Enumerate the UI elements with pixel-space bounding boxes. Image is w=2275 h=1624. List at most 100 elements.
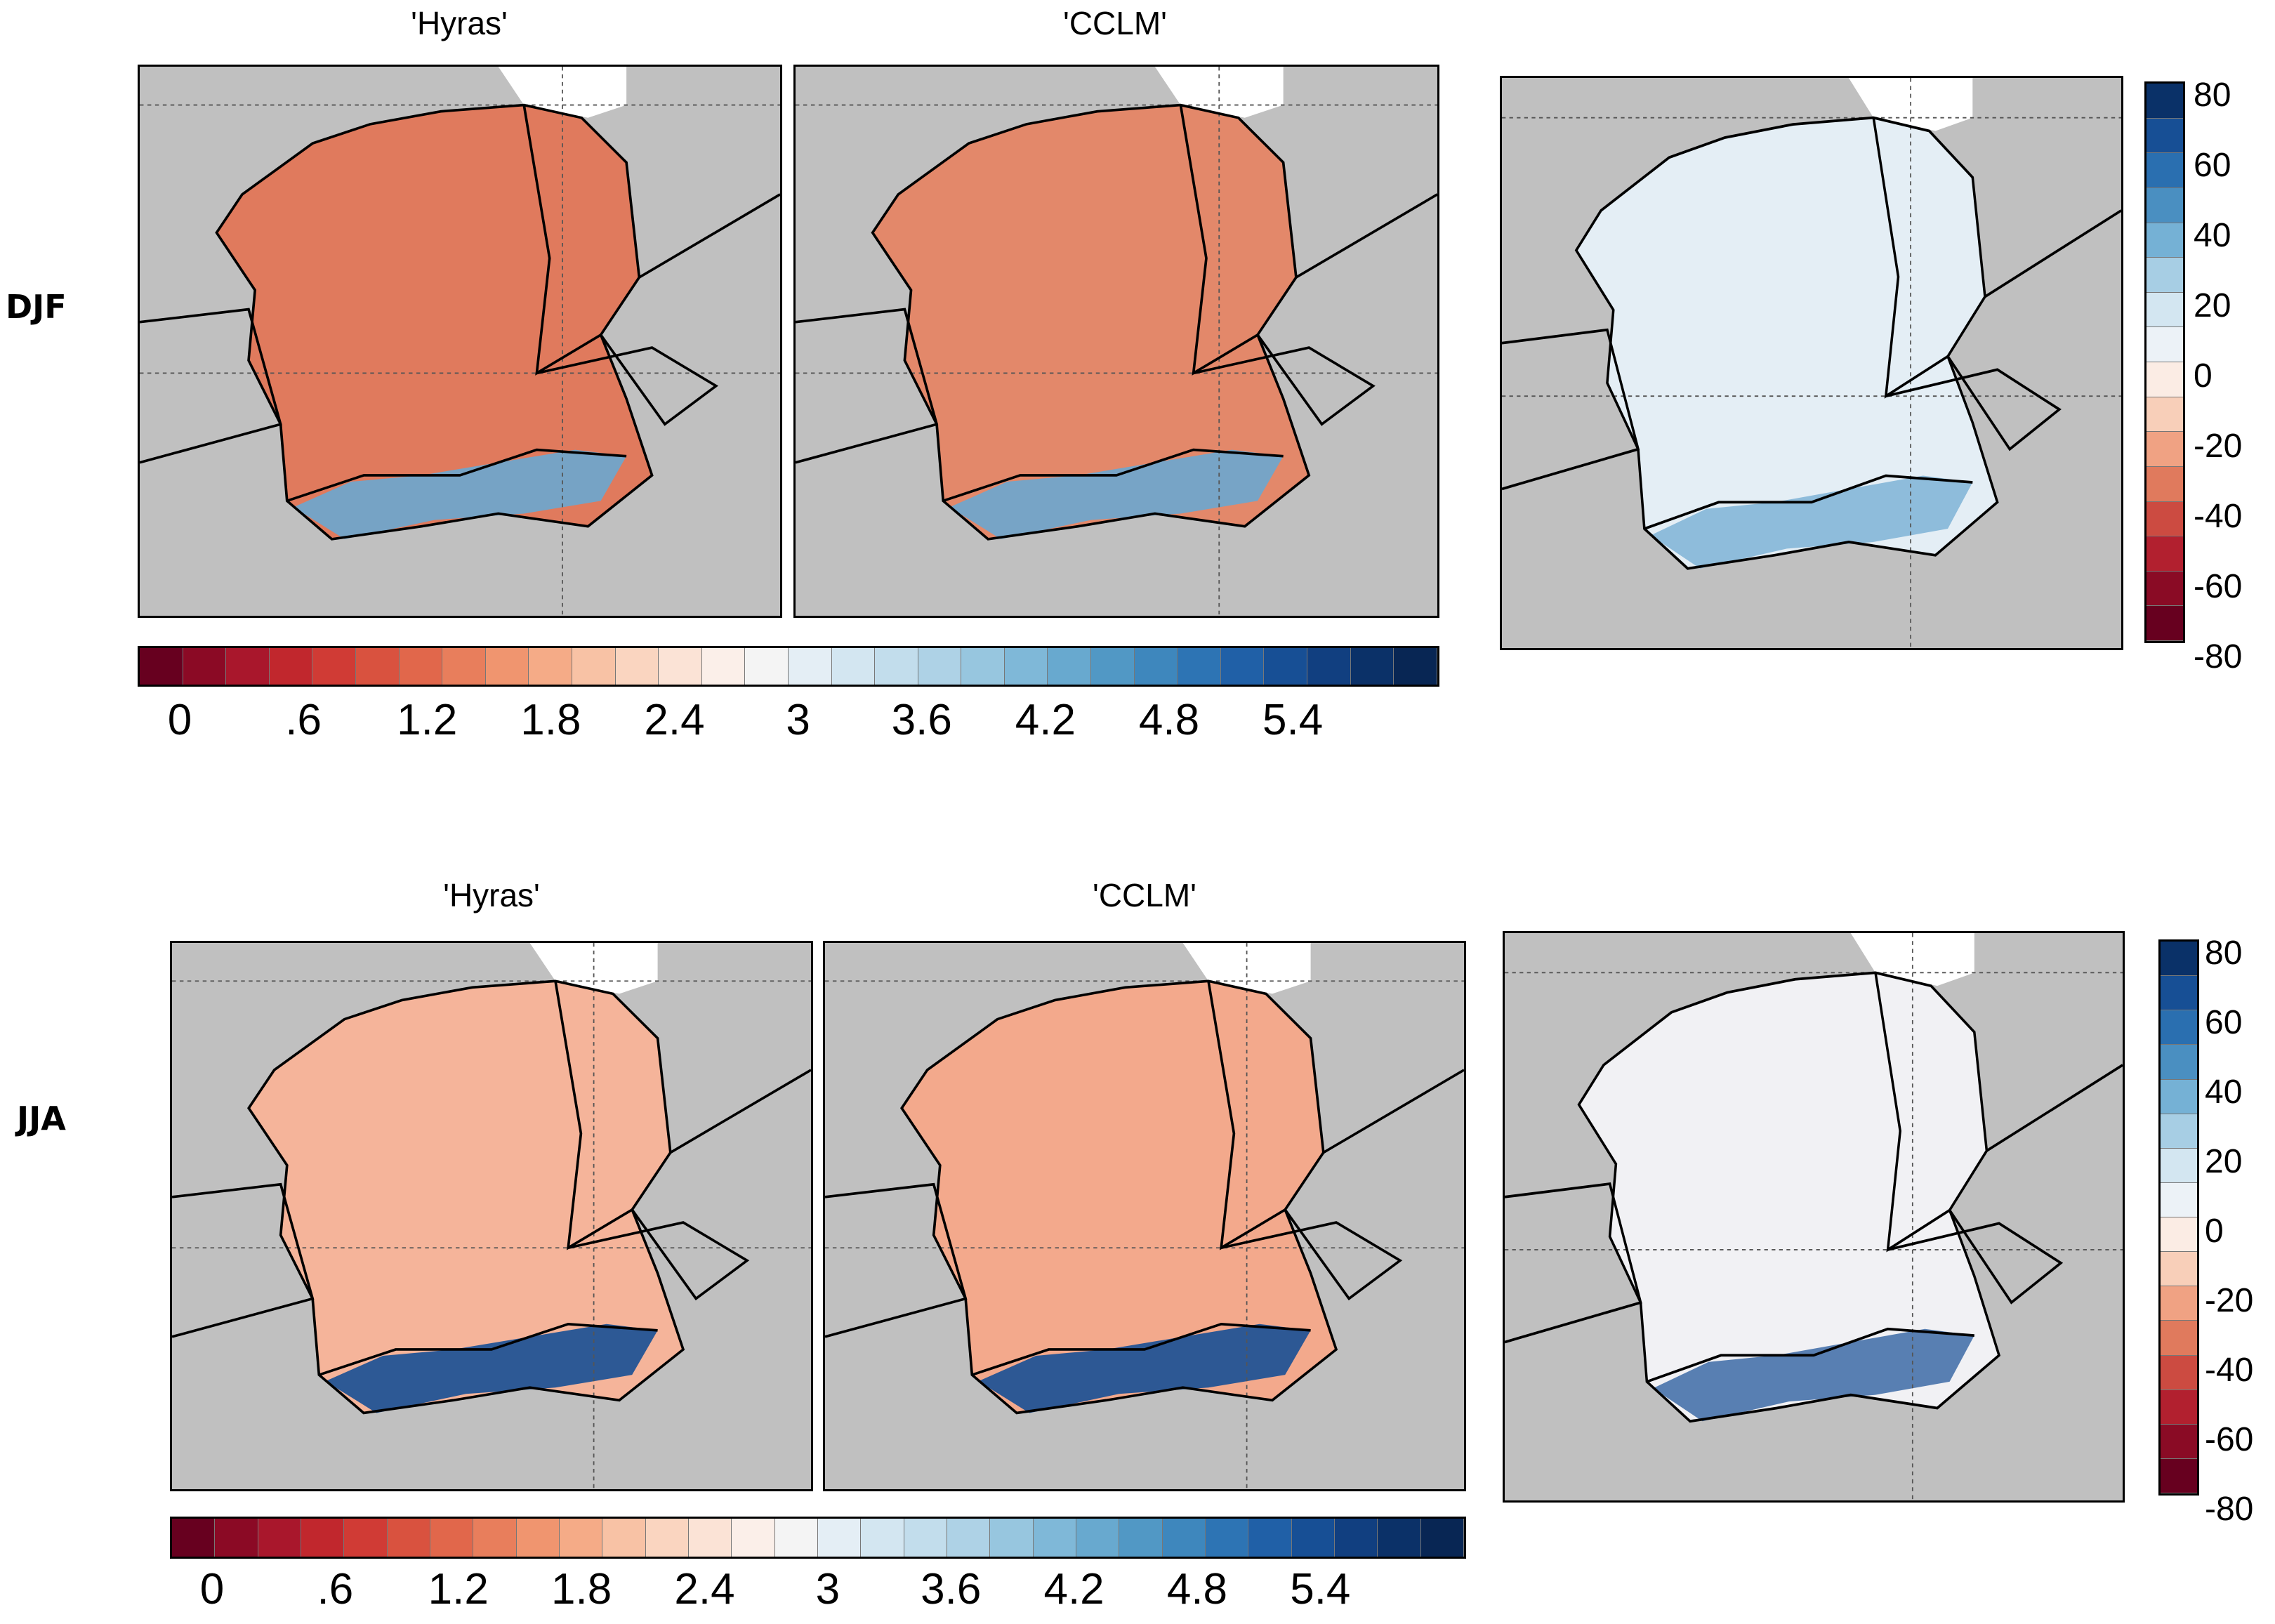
colorbar-swatch [2147, 397, 2183, 433]
colorbar-tick-label: 0 [2205, 1213, 2224, 1250]
colorbar-tick-label: 60 [2194, 147, 2231, 184]
colorbar-swatch [2161, 1252, 2197, 1287]
colorbar-swatch [861, 1519, 904, 1557]
colorbar-tick-label: 3 [786, 696, 810, 744]
colorbar-swatch [2147, 292, 2183, 328]
colorbar-swatch [1291, 1519, 1335, 1557]
colorbar-tick-label: 5.4 [1262, 696, 1324, 744]
colorbar-swatch [2161, 976, 2197, 1011]
colorbar-swatch [2161, 1458, 2197, 1493]
colorbar-swatch [2161, 1182, 2197, 1217]
map-canvas [796, 67, 1437, 616]
colorbar-tick-label: 0 [2194, 357, 2213, 395]
colorbar-swatch [2161, 1079, 2197, 1114]
colorbar-tick-label: 4.8 [1138, 696, 1200, 744]
colorbar-tick-label: 4.8 [1166, 1565, 1228, 1613]
colorbar-djf [138, 646, 1439, 687]
colorbar-swatch [732, 1519, 775, 1557]
colorbar-tick-label: -80 [2205, 1491, 2254, 1528]
colorbar-tick-label: -20 [2194, 428, 2243, 465]
colorbar-tick-label: -40 [2205, 1352, 2254, 1389]
colorbar-swatch [226, 648, 270, 685]
map-canvas [825, 943, 1464, 1489]
alps-region [978, 1323, 1311, 1413]
colorbar-swatch [430, 1519, 474, 1557]
country-border [638, 193, 780, 279]
country-border [172, 1182, 315, 1338]
colorbar-swatch [2147, 432, 2183, 467]
colorbar-tick-label: 0 [167, 696, 192, 744]
colorbar-swatch [918, 648, 962, 685]
country-border [1193, 334, 1376, 426]
colorbar-tick-label: -60 [2194, 568, 2243, 605]
colorbar-swatch [904, 1519, 947, 1557]
colorbar-tick-label: 20 [2194, 287, 2231, 324]
colorbar-tick-label: 60 [2205, 1004, 2243, 1041]
colorbar-swatch [1134, 648, 1178, 685]
colorbar-swatch [1264, 648, 1308, 685]
country-border [1505, 1182, 1642, 1344]
colorbar-swatch [2147, 187, 2183, 223]
colorbar-tick-label: 80 [2205, 935, 2243, 972]
colorbar-swatch [301, 1519, 345, 1557]
colorbar-swatch [2147, 327, 2183, 362]
colorbar-swatch [1350, 648, 1394, 685]
map-canvas [140, 67, 780, 616]
country-border [536, 334, 719, 426]
country-border [140, 308, 282, 464]
map-djf-cclm [793, 65, 1439, 618]
colorbar-swatch [559, 1519, 603, 1557]
colorbar-swatch [615, 648, 659, 685]
country-border [971, 1322, 1311, 1376]
country-border [942, 448, 1284, 503]
colorbar-swatch [701, 648, 746, 685]
colorbar-swatch [2161, 1045, 2197, 1080]
country-border [247, 979, 685, 1415]
colorbar-swatch [485, 648, 529, 685]
colorbar-swatch [2161, 1321, 2197, 1356]
colorbar-tick-label: -60 [2205, 1421, 2254, 1458]
alps-region [949, 449, 1284, 539]
colorbar-swatch [1004, 648, 1048, 685]
colorbar-swatch [140, 648, 183, 685]
colorbar-swatch [1334, 1519, 1378, 1557]
colorbar-tick-label: 40 [2205, 1074, 2243, 1111]
colorbar-swatch [990, 1519, 1034, 1557]
country-border [1322, 1069, 1464, 1154]
season-label-jja: JJA [17, 1100, 66, 1137]
colorbar-swatch [355, 648, 400, 685]
colorbar-swatch [215, 1519, 258, 1557]
country-border [522, 105, 602, 376]
colorbar-swatch [831, 648, 876, 685]
title-djf-cclm: 'CCLM' [1063, 5, 1167, 41]
colorbar-swatch [947, 1519, 991, 1557]
colorbar-swatch [1220, 648, 1265, 685]
map-djf-hyras [138, 65, 782, 618]
colorbar-swatch [258, 1519, 301, 1557]
alps-region [1653, 1328, 1974, 1422]
colorbar-tick-label: 3.6 [891, 696, 952, 744]
colorbar-swatch [2161, 1389, 2197, 1425]
title-jja-hyras: 'Hyras' [443, 877, 540, 913]
colorbar-tick-label: 40 [2194, 217, 2231, 254]
country-border [871, 103, 1311, 541]
country-border [286, 448, 627, 503]
colorbar-swatch [961, 648, 1005, 685]
colorbar-swatch [2161, 1010, 2197, 1045]
season-label-djf: DJF [6, 288, 67, 326]
country-border [1179, 105, 1259, 376]
colorbar-tick-label: 80 [2194, 77, 2231, 114]
colorbar-jja-difference [2158, 939, 2199, 1496]
country-border [669, 1069, 811, 1154]
colorbar-swatch [2161, 1355, 2197, 1390]
colorbar-swatch [1205, 1519, 1249, 1557]
country-border [1646, 1327, 1974, 1383]
title-jja-cclm: 'CCLM' [1093, 877, 1196, 913]
colorbar-swatch [2161, 1217, 2197, 1253]
colorbar-tick-label: 3.6 [921, 1565, 982, 1613]
country-border [1984, 209, 2121, 298]
country-border [1574, 116, 1999, 570]
colorbar-tick-label: 4.2 [1043, 1565, 1104, 1613]
colorbar-tick-label: .6 [317, 1565, 354, 1613]
country-border [567, 1208, 750, 1301]
